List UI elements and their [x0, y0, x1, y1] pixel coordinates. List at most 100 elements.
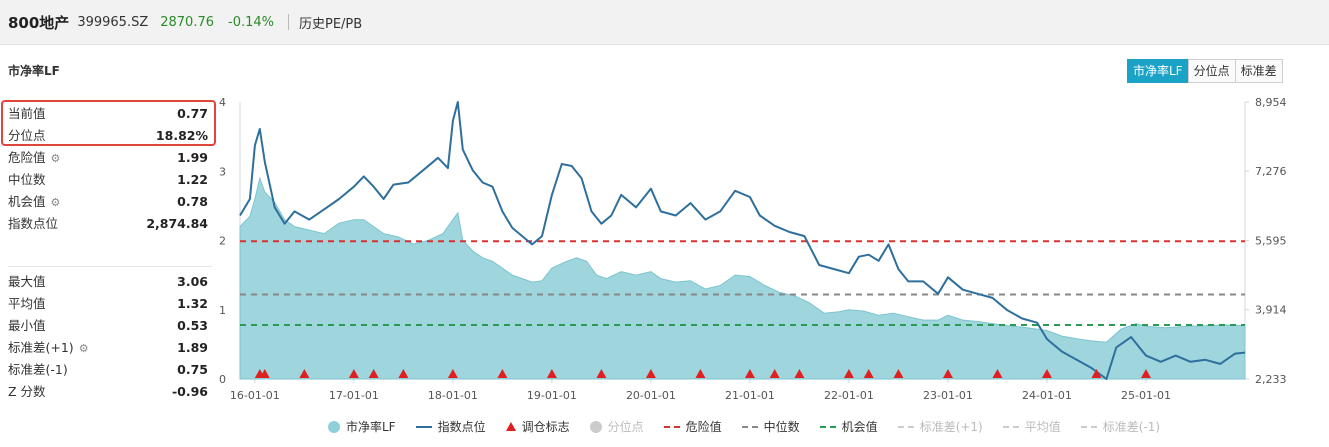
stat-std-plus: 标准差(+1) ⚙ 1.89	[8, 338, 208, 358]
y-left-tick-label: 0	[219, 373, 226, 386]
legend-item[interactable]: 标准差(+1)	[897, 418, 983, 435]
legend-item[interactable]: 指数点位	[415, 418, 486, 435]
rebalance-marker	[447, 369, 458, 378]
stat-value: 0.53	[177, 318, 208, 333]
stat-current: 当前值 0.77	[8, 104, 208, 124]
legend-label: 标准差(+1)	[919, 420, 983, 434]
legend-label: 调仓标志	[521, 420, 570, 434]
y-left-tick-label: 1	[219, 304, 226, 317]
tab-std-dev[interactable]: 标准差	[1234, 59, 1283, 83]
stat-value: 1.99	[177, 150, 208, 165]
x-tick-label: 25-01-01	[1121, 389, 1171, 402]
legend-swatch-icon	[663, 425, 680, 428]
stat-index: 指数点位 2,874.84	[8, 214, 208, 234]
history-pe-pb-link[interactable]: 历史PE/PB	[299, 16, 363, 32]
rebalance-marker	[259, 369, 270, 378]
rebalance-marker	[497, 369, 508, 378]
legend-label: 指数点位	[437, 420, 486, 434]
index-price: 2870.76	[160, 14, 214, 30]
chart-legend: 市净率LF 指数点位 调仓标志 分位点 危险值 中位数 机会值 标准差(+1) 平均值 标准差(-…	[328, 418, 1180, 435]
index-code: 399965.SZ	[77, 14, 149, 30]
legend-label: 平均值	[1024, 420, 1061, 434]
legend-item[interactable]: 危险值	[663, 418, 722, 435]
stat-danger: 危险值 ⚙ 1.99	[8, 148, 208, 168]
legend-label: 分位点	[607, 420, 644, 434]
legend-item[interactable]: 机会值	[819, 418, 878, 435]
settings-icon[interactable]: ⚙	[50, 152, 61, 165]
stat-label: 中位数	[8, 172, 46, 187]
stat-label: 当前值	[8, 106, 46, 121]
tab-pb-lf[interactable]: 市净率LF	[1127, 59, 1189, 83]
y-right-tick-label: 7,276	[1255, 165, 1287, 178]
stat-value: 2,874.84	[146, 216, 208, 231]
legend-label: 中位数	[763, 420, 800, 434]
stat-value: 1.22	[177, 172, 208, 187]
stat-value: 1.89	[177, 340, 208, 355]
x-tick-label: 22-01-01	[824, 389, 874, 402]
legend-label: 机会值	[841, 420, 878, 434]
x-tick-label: 18-01-01	[428, 389, 478, 402]
stat-value: 0.78	[177, 194, 208, 209]
stats-divider	[8, 266, 212, 267]
rebalance-marker	[299, 369, 310, 378]
rebalance-marker	[645, 369, 656, 378]
legend-label: 市净率LF	[346, 420, 396, 434]
legend-item[interactable]: 调仓标志	[505, 418, 570, 435]
y-left-tick-label: 2	[219, 235, 226, 248]
rebalance-marker	[863, 369, 874, 378]
x-tick-label: 21-01-01	[725, 389, 775, 402]
pb-chart: 0 1 2 3 4 2,233 3,914 5,595 7,276 8,954 16-01-01 17…	[219, 96, 1287, 402]
stat-value: 0.77	[177, 106, 208, 121]
stat-label: 指数点位	[8, 216, 59, 231]
stat-std-minus: 标准差(-1) 0.75	[8, 360, 208, 380]
stat-percentile: 分位点 18.82%	[8, 126, 208, 146]
top-bar: 800地产 399965.SZ 2870.76 -0.14% 历史PE/PB	[0, 0, 1329, 45]
legend-item[interactable]: 分位点	[589, 418, 644, 435]
rebalance-marker	[992, 369, 1003, 378]
legend-item[interactable]: 市净率LF	[328, 418, 396, 435]
index-change: -0.14%	[228, 14, 274, 30]
settings-icon[interactable]: ⚙	[78, 342, 89, 355]
x-tick-label: 24-01-01	[1022, 389, 1072, 402]
legend-label: 标准差(-1)	[1102, 420, 1161, 434]
stat-chance: 机会值 ⚙ 0.78	[8, 192, 208, 212]
stat-max: 最大值 3.06	[8, 272, 208, 292]
legend-item[interactable]: 中位数	[741, 418, 800, 435]
stat-label: 最大值	[8, 274, 46, 289]
legend-swatch-icon	[741, 425, 758, 428]
rebalance-marker	[1041, 369, 1052, 378]
stat-value: -0.96	[171, 384, 208, 399]
legend-swatch-icon	[505, 422, 516, 431]
y-right-tick-label: 2,233	[1255, 373, 1287, 386]
stat-value: 0.75	[177, 362, 208, 377]
rebalance-marker	[942, 369, 953, 378]
index-line-series	[239, 101, 1246, 380]
y-right-tick-label: 5,595	[1255, 234, 1287, 247]
y-right-tick-label: 3,914	[1255, 304, 1287, 317]
legend-item[interactable]: 平均值	[1002, 418, 1061, 435]
stat-label: 机会值 ⚙	[8, 192, 60, 213]
rebalance-marker	[893, 369, 904, 378]
stat-label: 平均值	[8, 296, 46, 311]
legend-swatch-icon	[328, 420, 340, 433]
legend-label: 危险值	[685, 420, 722, 434]
x-tick-label: 23-01-01	[923, 389, 973, 402]
rebalance-marker	[368, 369, 379, 378]
rebalance-marker	[1140, 369, 1151, 378]
tab-percentile[interactable]: 分位点	[1187, 59, 1236, 83]
y-left-tick-label: 4	[219, 96, 226, 109]
stat-label: 标准差(-1)	[8, 362, 68, 377]
x-tick-label: 20-01-01	[626, 389, 676, 402]
rebalance-marker	[398, 369, 409, 378]
stat-min: 最小值 0.53	[8, 316, 208, 336]
x-tick-label: 17-01-01	[329, 389, 379, 402]
rebalance-marker	[1091, 369, 1102, 378]
index-name: 800地产	[8, 13, 70, 32]
rebalance-marker	[769, 369, 780, 378]
rebalance-marker	[843, 369, 854, 378]
legend-swatch-icon	[415, 425, 432, 428]
settings-icon[interactable]: ⚙	[50, 196, 61, 209]
legend-swatch-icon	[1080, 425, 1097, 428]
legend-item[interactable]: 标准差(-1)	[1080, 418, 1161, 435]
stat-label: Z 分数	[8, 384, 46, 399]
